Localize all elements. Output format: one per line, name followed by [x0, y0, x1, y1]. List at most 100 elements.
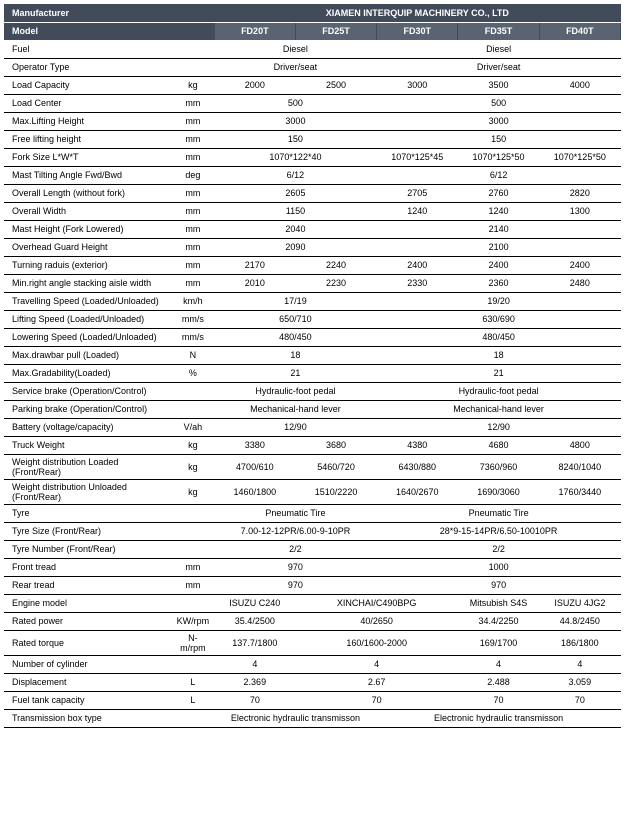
row-label: Load Capacity	[4, 76, 172, 94]
cell-value: 970	[214, 558, 376, 576]
cell-value: 500	[377, 94, 621, 112]
cell-value: 2705	[377, 184, 458, 202]
row-label: Battery (voltage/capacity)	[4, 418, 172, 436]
row-unit: L	[172, 673, 215, 691]
cell-value: 7.00-12-12PR/6.00-9-10PR	[214, 522, 376, 540]
cell-value: 70	[295, 691, 457, 709]
cell-value: 2330	[377, 274, 458, 292]
model-col-2: FD30T	[377, 22, 458, 40]
row-unit	[172, 522, 215, 540]
cell-value: Electronic hydraulic transmisson	[377, 709, 621, 727]
row-label: Tyre Size (Front/Rear)	[4, 522, 172, 540]
cell-value: 2000	[214, 76, 295, 94]
row-unit	[172, 58, 215, 76]
row-unit: KW/rpm	[172, 612, 215, 630]
table-row: Lowering Speed (Loaded/Unloaded)mm/s480/…	[4, 328, 621, 346]
table-row: Tyre Number (Front/Rear)2/22/2	[4, 540, 621, 558]
model-col-3: FD35T	[458, 22, 539, 40]
row-label: Lifting Speed (Loaded/Unloaded)	[4, 310, 172, 328]
row-label: Overall Width	[4, 202, 172, 220]
table-row: Service brake (Operation/Control)Hydraul…	[4, 382, 621, 400]
cell-value: 3680	[295, 436, 376, 454]
cell-value: 12/90	[214, 418, 376, 436]
cell-value: 169/1700	[458, 630, 539, 655]
cell-value: 44.8/2450	[539, 612, 620, 630]
cell-value: 7360/960	[458, 454, 539, 479]
cell-value: 34.4/2250	[458, 612, 539, 630]
cell-value: 1690/3060	[458, 479, 539, 504]
table-row: Max.Gradability(Loaded)%2121	[4, 364, 621, 382]
cell-value: 2480	[539, 274, 620, 292]
table-row: Parking brake (Operation/Control)Mechani…	[4, 400, 621, 418]
row-label: Overhead Guard Height	[4, 238, 172, 256]
cell-value: 6/12	[377, 166, 621, 184]
cell-value: 186/1800	[539, 630, 620, 655]
cell-value: 1150	[214, 202, 376, 220]
row-label: Fork Size L*W*T	[4, 148, 172, 166]
row-label: Truck Weight	[4, 436, 172, 454]
table-row: Free lifting heightmm150150	[4, 130, 621, 148]
table-row: Rated torqueN-m/rpm137.7/1800160/1600-20…	[4, 630, 621, 655]
cell-value: 2.67	[295, 673, 457, 691]
cell-value: 2/2	[377, 540, 621, 558]
cell-value: 2040	[214, 220, 376, 238]
cell-value: 6430/880	[377, 454, 458, 479]
model-col-4: FD40T	[539, 22, 620, 40]
row-unit: kg	[172, 479, 215, 504]
cell-value: 4800	[539, 436, 620, 454]
cell-value: Mitsubish S4S	[458, 594, 539, 612]
cell-value: 970	[377, 576, 621, 594]
cell-value: Diesel	[214, 40, 376, 58]
table-row: Front treadmm9701000	[4, 558, 621, 576]
table-row: DisplacementL2.3692.672.4883.059	[4, 673, 621, 691]
cell-value: 40/2650	[295, 612, 457, 630]
row-label: Parking brake (Operation/Control)	[4, 400, 172, 418]
cell-value: 2500	[295, 76, 376, 94]
cell-value: 4	[539, 655, 620, 673]
row-unit: mm	[172, 130, 215, 148]
row-label: Mast Tilting Angle Fwd/Bwd	[4, 166, 172, 184]
table-row: FuelDieselDiesel	[4, 40, 621, 58]
row-label: Travelling Speed (Loaded/Unloaded)	[4, 292, 172, 310]
row-label: Lowering Speed (Loaded/Unloaded)	[4, 328, 172, 346]
cell-value: 18	[214, 346, 376, 364]
table-row: Travelling Speed (Loaded/Unloaded)km/h17…	[4, 292, 621, 310]
cell-value: 1070*125*45	[377, 148, 458, 166]
row-unit: N	[172, 346, 215, 364]
row-unit: mm/s	[172, 328, 215, 346]
row-unit: kg	[172, 454, 215, 479]
cell-value: 8240/1040	[539, 454, 620, 479]
cell-value: 3.059	[539, 673, 620, 691]
cell-value: 1640/2670	[377, 479, 458, 504]
row-unit: mm	[172, 202, 215, 220]
cell-value: 2090	[214, 238, 376, 256]
row-unit: %	[172, 364, 215, 382]
row-label: Transmission box type	[4, 709, 172, 727]
cell-value: Hydraulic-foot pedal	[377, 382, 621, 400]
cell-value: XINCHAI/C490BPG	[295, 594, 457, 612]
cell-value: 6/12	[214, 166, 376, 184]
table-row: Load Centermm500500	[4, 94, 621, 112]
row-unit: km/h	[172, 292, 215, 310]
table-row: Turning raduis (exterior)mm2170224024002…	[4, 256, 621, 274]
row-label: Weight distribution Loaded (Front/Rear)	[4, 454, 172, 479]
cell-value: 630/690	[377, 310, 621, 328]
cell-value: 18	[377, 346, 621, 364]
cell-value: 4	[214, 655, 295, 673]
row-label: Max.Lifting Height	[4, 112, 172, 130]
table-row: Battery (voltage/capacity)V/ah12/9012/90	[4, 418, 621, 436]
table-row: Rear treadmm970970	[4, 576, 621, 594]
cell-value: 2400	[377, 256, 458, 274]
cell-value: 4000	[539, 76, 620, 94]
row-unit: mm	[172, 94, 215, 112]
row-label: Max.drawbar pull (Loaded)	[4, 346, 172, 364]
cell-value: 4380	[377, 436, 458, 454]
cell-value: 2605	[214, 184, 376, 202]
row-label: Operator Type	[4, 58, 172, 76]
cell-value: 70	[458, 691, 539, 709]
cell-value: Pneumatic Tire	[214, 504, 376, 522]
cell-value: 19/20	[377, 292, 621, 310]
row-unit: kg	[172, 76, 215, 94]
model-col-1: FD25T	[295, 22, 376, 40]
cell-value: 2240	[295, 256, 376, 274]
